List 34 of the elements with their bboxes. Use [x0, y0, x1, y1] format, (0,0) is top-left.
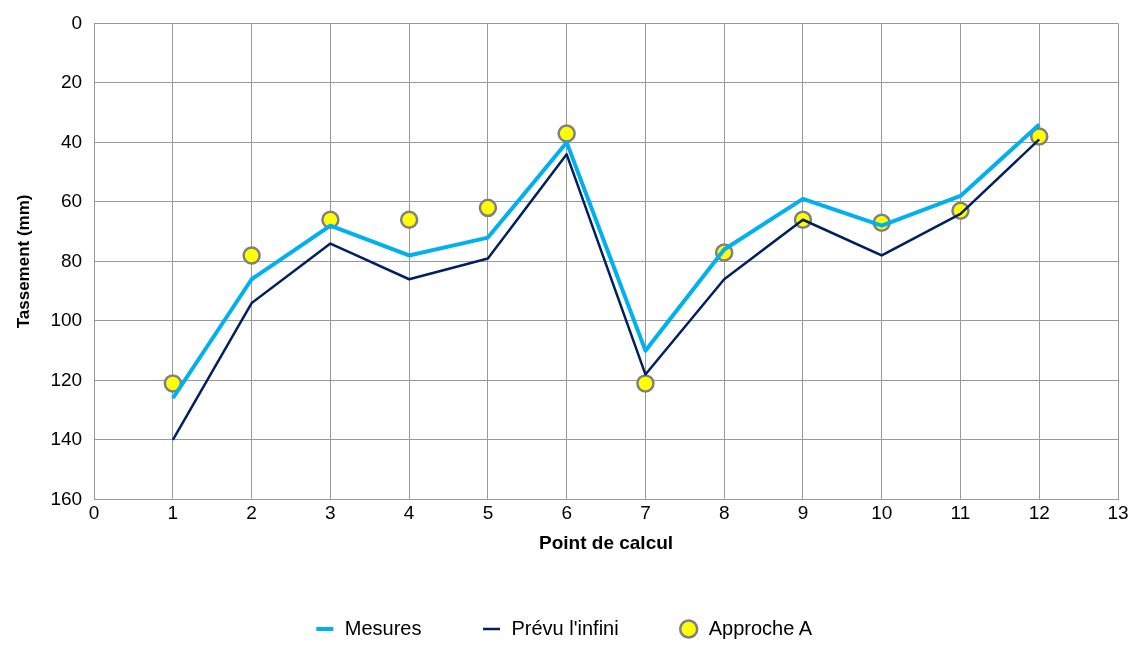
y-tick-label: 120	[50, 368, 83, 390]
y-tick-label: 60	[60, 190, 83, 212]
x-tick-label: 3	[325, 502, 336, 524]
x-tick-label: 4	[403, 502, 415, 524]
x-tick-label: 6	[561, 502, 572, 524]
legend-label: Approche A	[708, 616, 813, 639]
y-tick-label: 40	[60, 130, 83, 152]
x-tick-label: 10	[871, 502, 893, 524]
x-tick-label: 1	[167, 502, 179, 524]
x-tick-label: 2	[246, 502, 257, 524]
y-tick-label: 20	[60, 71, 83, 93]
legend-label: Prévu l'infini	[511, 616, 619, 639]
x-tick-label: 12	[1028, 502, 1050, 524]
y-tick-label: 0	[71, 11, 83, 33]
point	[557, 124, 576, 143]
point	[399, 210, 419, 229]
y-tick-label: 80	[60, 249, 83, 271]
x-tick-label: 5	[482, 502, 494, 524]
x-tick-label: 8	[718, 502, 730, 524]
point	[242, 246, 261, 265]
x-tick-label: 13	[1107, 502, 1129, 524]
x-tick-label: 9	[797, 502, 809, 524]
y-tick-label: 100	[50, 309, 83, 331]
x-tick-label: 7	[640, 502, 651, 524]
y-axis-title: Tassement (mm)	[13, 194, 33, 329]
point	[636, 374, 655, 393]
y-tick-label: 140	[50, 428, 83, 450]
x-tick-label: 0	[88, 502, 100, 524]
point	[163, 374, 183, 393]
point	[478, 198, 498, 218]
x-tick-label: 11	[950, 502, 971, 524]
x-axis-title: Point de calcul	[539, 531, 674, 553]
y-tick-label: 160	[50, 487, 83, 509]
legend-label: Mesures	[344, 616, 422, 639]
